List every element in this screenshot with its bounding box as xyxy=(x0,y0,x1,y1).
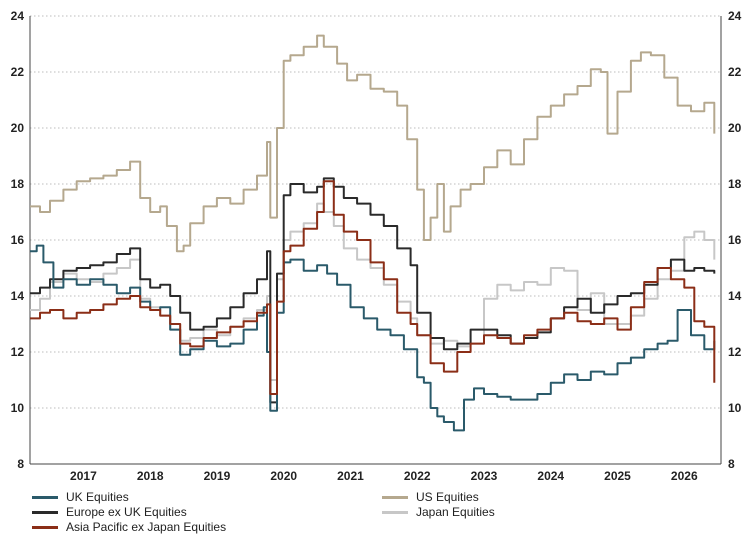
x-axis-labels: 2017 2018 2019 2020 2021 2022 2023 2024 2025 2026 xyxy=(70,469,698,483)
y-tick-label-left: 24 xyxy=(11,9,25,23)
legend-label-us: US Equities xyxy=(416,490,479,504)
legend-item-us: US Equities xyxy=(382,490,479,504)
x-tick-label: 2020 xyxy=(270,469,297,483)
y-axis-right-labels: 8 10 12 14 16 18 20 22 24 xyxy=(728,9,742,471)
legend-label-uk: UK Equities xyxy=(66,490,129,504)
y-tick-label-left: 22 xyxy=(11,65,25,79)
y-tick-label-left: 14 xyxy=(11,289,25,303)
legend-label-japan: Japan Equities xyxy=(416,505,495,519)
x-tick-label: 2023 xyxy=(471,469,498,483)
legend-label-europe: Europe ex UK Equities xyxy=(66,505,187,519)
x-tick-label: 2026 xyxy=(671,469,698,483)
y-tick-label-right: 12 xyxy=(728,345,742,359)
gridlines xyxy=(30,15,721,465)
x-tick-label: 2024 xyxy=(537,469,564,483)
legend: UK Equities Europe ex UK Equities Asia P… xyxy=(0,490,752,537)
legend-swatch-uk xyxy=(32,495,58,499)
y-tick-label-right: 22 xyxy=(728,65,742,79)
legend-swatch-europe xyxy=(32,510,58,514)
y-tick-label-right: 24 xyxy=(728,9,742,23)
series-line-asia-pacific-ex-japan-equities xyxy=(30,180,716,395)
x-tick-label: 2021 xyxy=(337,469,364,483)
axes xyxy=(29,16,722,465)
y-tick-label-left: 10 xyxy=(11,401,25,415)
series-lines xyxy=(30,34,716,432)
y-tick-label-right: 10 xyxy=(728,401,742,415)
legend-item-japan: Japan Equities xyxy=(382,505,495,519)
y-tick-label-left: 16 xyxy=(11,233,25,247)
x-tick-label: 2025 xyxy=(604,469,631,483)
y-axis-left-labels: 8 10 12 14 16 18 20 22 24 xyxy=(11,9,25,471)
y-tick-label-right: 14 xyxy=(728,289,742,303)
y-tick-label-left: 18 xyxy=(11,177,25,191)
legend-item-europe: Europe ex UK Equities xyxy=(32,505,187,519)
series-line-japan-equities xyxy=(30,202,716,381)
legend-label-asia: Asia Pacific ex Japan Equities xyxy=(66,520,227,534)
y-tick-label-left: 8 xyxy=(17,457,24,471)
series-line-uk-equities xyxy=(30,244,716,432)
y-tick-label-left: 12 xyxy=(11,345,25,359)
legend-item-asia: Asia Pacific ex Japan Equities xyxy=(32,520,226,534)
x-tick-label: 2018 xyxy=(137,469,164,483)
y-tick-label-left: 20 xyxy=(11,121,25,135)
y-tick-label-right: 18 xyxy=(728,177,742,191)
legend-swatch-asia xyxy=(32,525,58,529)
legend-swatch-japan xyxy=(382,510,408,514)
series-line-us-equities xyxy=(30,34,716,253)
y-tick-label-right: 8 xyxy=(728,457,735,471)
x-tick-label: 2022 xyxy=(404,469,431,483)
series-line-europe-ex-uk-equities xyxy=(30,177,716,404)
y-tick-label-right: 16 xyxy=(728,233,742,247)
legend-item-uk: UK Equities xyxy=(32,490,129,504)
legend-swatch-us xyxy=(382,495,408,499)
y-tick-label-right: 20 xyxy=(728,121,742,135)
x-tick-label: 2017 xyxy=(70,469,97,483)
x-tick-label: 2019 xyxy=(204,469,231,483)
